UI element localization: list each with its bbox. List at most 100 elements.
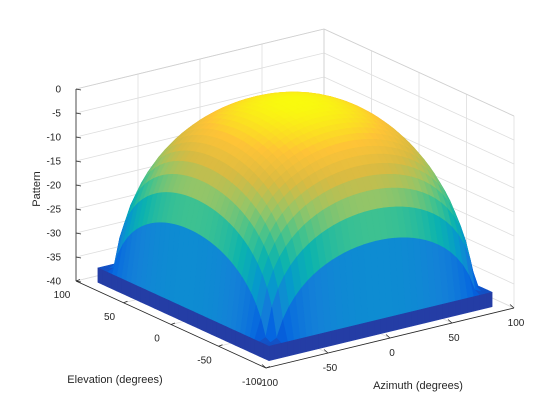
z-tick-mark bbox=[75, 136, 82, 139]
x-tick-mark bbox=[385, 334, 391, 339]
z-tick-label: -5 bbox=[52, 109, 61, 120]
surface-facet bbox=[164, 298, 170, 316]
surface-facet bbox=[178, 304, 184, 322]
z-tick-mark bbox=[75, 256, 82, 259]
surface-facet bbox=[235, 330, 241, 348]
y-tick-mark bbox=[170, 322, 176, 325]
surface-facet bbox=[249, 337, 255, 355]
x-tick-mark bbox=[509, 304, 515, 309]
surface-facet bbox=[311, 333, 319, 351]
surface-facet bbox=[392, 314, 400, 331]
surface-facet bbox=[154, 293, 160, 311]
y-tick-label: -50 bbox=[197, 355, 212, 366]
surface-facet bbox=[216, 322, 222, 340]
surface-facet bbox=[336, 327, 344, 345]
box-edge bbox=[75, 28, 325, 90]
surface-facet bbox=[107, 271, 113, 290]
surface-facet bbox=[206, 317, 213, 335]
z-tick-label: -20 bbox=[47, 181, 62, 192]
surface-facet bbox=[221, 324, 227, 342]
x-tick-label: -50 bbox=[323, 363, 338, 374]
x-tick-label: -100 bbox=[258, 378, 278, 389]
surface-facet bbox=[466, 296, 474, 313]
surface-facet bbox=[342, 326, 350, 343]
axes-lines bbox=[75, 88, 515, 369]
z-tick-label: -10 bbox=[47, 133, 62, 144]
surface-facet bbox=[485, 291, 493, 309]
z-tick-label: 0 bbox=[55, 85, 61, 96]
surface-facet bbox=[299, 336, 307, 354]
surface-facet bbox=[159, 295, 165, 314]
grid-line-z-side bbox=[323, 52, 515, 141]
surface-facet bbox=[126, 280, 132, 298]
y-tick-label: 100 bbox=[54, 290, 71, 301]
surface-facet bbox=[386, 315, 394, 333]
surface-facet bbox=[435, 303, 443, 321]
y-tick-label: 50 bbox=[104, 312, 116, 323]
surface-facet bbox=[197, 313, 203, 331]
surface-facet bbox=[97, 267, 103, 285]
surface-facet bbox=[111, 274, 118, 292]
surface-facet bbox=[293, 338, 301, 355]
x-axis-label: Azimuth (degrees) bbox=[373, 380, 463, 392]
surface-facet bbox=[324, 330, 332, 348]
surface-facet bbox=[145, 289, 151, 307]
surface-facet bbox=[254, 339, 260, 357]
surface-facet bbox=[460, 297, 468, 315]
surface-facet bbox=[373, 318, 381, 336]
surface-facet bbox=[173, 302, 179, 320]
tick-labels: -100-50050100-100-50050100-40-35-30-25-2… bbox=[47, 85, 525, 390]
surface-facet bbox=[211, 319, 217, 338]
x-tick-mark bbox=[323, 349, 329, 354]
z-tick-label: -15 bbox=[47, 157, 62, 168]
z-tick-mark bbox=[75, 232, 82, 235]
z-tick-mark bbox=[75, 280, 82, 283]
surface-facet bbox=[135, 285, 141, 303]
surface-facet bbox=[102, 269, 108, 288]
surface-facet bbox=[287, 339, 295, 357]
z-tick-mark bbox=[75, 112, 82, 115]
surface-facet bbox=[417, 308, 425, 325]
z-tick-mark bbox=[75, 208, 82, 211]
surface-facet bbox=[355, 323, 363, 340]
surface-facet bbox=[130, 282, 137, 301]
z-tick-label: -30 bbox=[47, 229, 62, 240]
surface-facet bbox=[473, 294, 481, 312]
surface-facet bbox=[411, 309, 419, 327]
surface-facet bbox=[429, 305, 437, 322]
surface-facet bbox=[183, 306, 189, 324]
y-axis-label: Elevation (degrees) bbox=[67, 374, 162, 386]
y-tick-mark bbox=[218, 344, 223, 347]
surface-facet bbox=[454, 299, 462, 316]
surface-facet bbox=[274, 342, 282, 360]
surface-facet bbox=[404, 311, 412, 328]
surface-facet bbox=[349, 324, 357, 342]
z-tick-mark bbox=[75, 184, 82, 187]
surface-facet bbox=[448, 300, 456, 318]
surface-facet bbox=[225, 326, 232, 344]
surface-facet bbox=[423, 306, 431, 324]
surface-facet bbox=[479, 293, 487, 310]
x-tick-label: 0 bbox=[389, 348, 395, 359]
surface-facet bbox=[140, 287, 146, 305]
surface-facet bbox=[259, 341, 265, 359]
z-axis-label: Pattern bbox=[31, 171, 43, 206]
box-edge bbox=[323, 28, 515, 117]
y-tick-mark bbox=[123, 300, 128, 304]
surface-facet bbox=[149, 291, 156, 309]
y-tick-label: 0 bbox=[154, 334, 160, 345]
z-tick-mark bbox=[75, 160, 82, 163]
pattern-surface bbox=[97, 91, 493, 361]
surface-facet bbox=[268, 344, 276, 361]
z-tick-label: -25 bbox=[47, 205, 62, 216]
surface-facet bbox=[168, 300, 175, 318]
surface-facet bbox=[263, 343, 270, 361]
grid-line-z-back bbox=[75, 52, 325, 114]
surface-facet bbox=[398, 312, 406, 330]
surface-facet bbox=[318, 332, 326, 349]
surface-facet bbox=[244, 335, 251, 353]
surface-facet bbox=[280, 341, 288, 358]
y-tick-label: -100 bbox=[242, 377, 262, 388]
z-tick-label: -40 bbox=[47, 277, 62, 288]
